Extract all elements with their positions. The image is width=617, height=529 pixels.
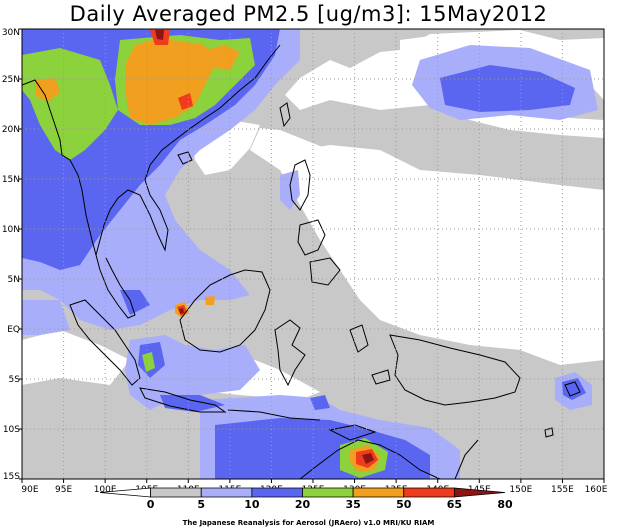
colorbar-label: 65 (447, 498, 462, 511)
colorbar-swatch (251, 487, 303, 498)
colorbar-label: 10 (244, 498, 260, 511)
y-tick-label: 5S (9, 375, 21, 385)
pm25-over-80 (155, 30, 374, 464)
y-tick-label: 20N (2, 125, 20, 135)
colorbar-swatch (352, 487, 405, 498)
y-axis: 15S 10S 5S EQ 5N 10N 15N 20N 25N 30N (2, 28, 22, 482)
concentration-field (22, 29, 604, 479)
colorbar-label: 80 (497, 498, 513, 511)
x-tick-label: 150E (509, 485, 532, 495)
colorbar-swatch (150, 487, 202, 498)
y-tick-label: 30N (2, 28, 20, 38)
map-title: Daily Averaged PM2.5 [ug/m3]: 15May2012 (69, 2, 548, 26)
y-tick-label: EQ (7, 325, 20, 335)
y-tick-label: 10N (2, 225, 20, 235)
x-tick-label: 95E (55, 485, 72, 495)
y-tick-label: 10S (3, 425, 20, 435)
colorbar-swatch (403, 487, 455, 498)
colorbar-label: 5 (197, 498, 205, 511)
x-tick-label: 155E (551, 485, 574, 495)
colorbar-swatch (200, 487, 253, 498)
coastlines (22, 44, 581, 479)
colorbar-swatch (302, 487, 354, 498)
colorbar-label: 50 (396, 498, 412, 511)
y-tick-label: 25N (2, 75, 20, 85)
y-tick-label: 5N (8, 275, 20, 285)
colorbar-label: 35 (345, 498, 360, 511)
x-tick-label: 160E (585, 485, 608, 495)
y-tick-label: 15S (3, 472, 20, 482)
y-tick-label: 15N (2, 175, 20, 185)
x-tick-label: 90E (21, 485, 38, 495)
colorbar-label: 20 (295, 498, 311, 511)
colorbar-label: 0 (147, 498, 155, 511)
gridlines (22, 29, 604, 479)
colorbar-swatch (453, 487, 506, 498)
colorbar: 0 5 10 20 35 50 65 80 (99, 487, 513, 511)
x-tick-label: 100E (94, 485, 117, 495)
credit-line: The Japanese Reanalysis for Aerosol (JRA… (182, 519, 435, 527)
